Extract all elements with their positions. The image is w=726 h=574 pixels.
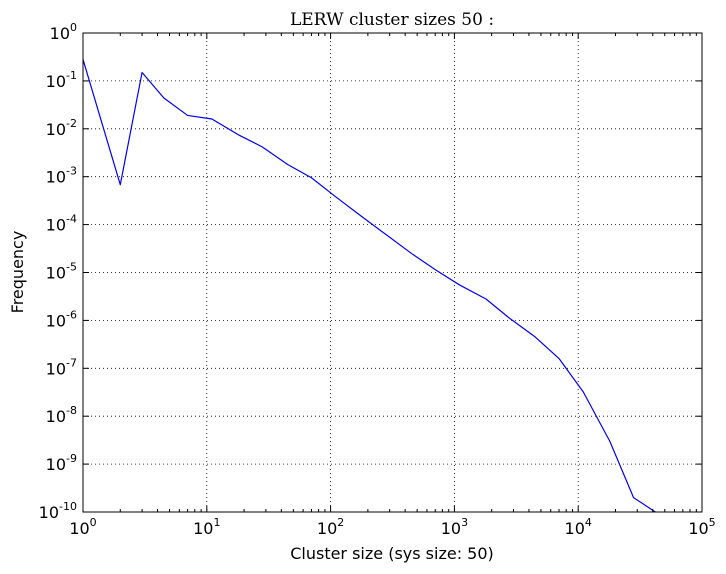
- x-tick-label: 104: [565, 516, 592, 538]
- x-tick-label: 101: [193, 516, 220, 538]
- y-tick-label: 10-6: [46, 308, 77, 330]
- y-tick-label: 10-5: [46, 261, 77, 283]
- y-tick-label: 10-2: [46, 117, 77, 139]
- y-tick-label: 10-9: [46, 452, 77, 474]
- y-tick-label: 10-10: [39, 500, 77, 522]
- y-tick-label: 10-3: [46, 165, 77, 187]
- x-tick-label: 105: [688, 516, 715, 538]
- y-tick-label: 10-1: [46, 69, 77, 91]
- y-tick-label: 100: [50, 21, 77, 43]
- series-layer: [82, 59, 656, 513]
- series-line: [82, 59, 656, 513]
- x-tick-label: 102: [317, 516, 344, 538]
- y-axis-label: Frequency: [8, 231, 27, 314]
- tick-labels: 100 101 102 103 104 105 100 10-1 10-2 10-3 10-4 10-…: [39, 21, 716, 538]
- y-tick-label: 10-7: [46, 356, 77, 378]
- y-tick-label: 10-4: [46, 213, 77, 235]
- x-tick-label: 100: [69, 516, 96, 538]
- ticks: [82, 32, 703, 513]
- x-tick-label: 103: [441, 516, 468, 538]
- x-axis-label: Cluster size (sys size: 50): [290, 544, 494, 563]
- chart-title: LERW cluster sizes 50 :: [290, 10, 494, 30]
- y-tick-label: 10-8: [46, 404, 77, 426]
